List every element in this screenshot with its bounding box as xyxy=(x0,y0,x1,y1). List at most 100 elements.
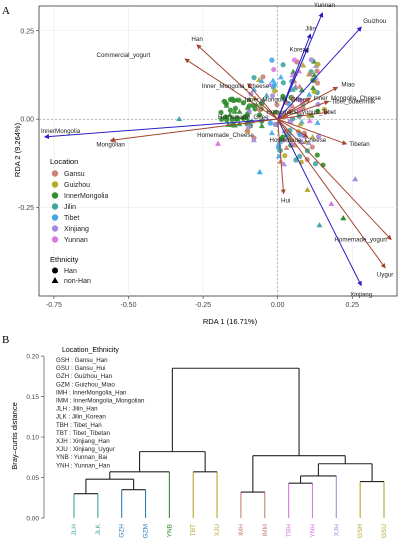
sample-point-non-han xyxy=(306,117,313,124)
y-tick-label: 0.00 xyxy=(20,117,34,124)
vector-label: Miao xyxy=(341,81,355,88)
sample-point-han xyxy=(271,66,277,73)
dendrogram-legend-entry: JLK : Jilin_Korean xyxy=(56,414,106,421)
sample-point-non-han xyxy=(277,74,284,80)
product-vector xyxy=(277,100,330,120)
sample-point-han xyxy=(244,112,251,118)
sample-point-non-han xyxy=(215,140,221,146)
sample-point-han xyxy=(297,153,303,159)
sample-point-han xyxy=(229,116,235,123)
sample-point-han xyxy=(271,82,278,88)
panel-a-y-label: RDA 2 (9.264%) xyxy=(13,122,22,177)
sample-point-non-han xyxy=(283,144,290,150)
b-y-tick-label: 0.15 xyxy=(26,394,39,401)
panel-a-legend: Location Gansu Guizhou InnerMongolia Jilin T… xyxy=(50,157,108,285)
sample-point-non-han xyxy=(176,115,183,122)
dendrogram-legend-entry: IMH : InnerMongolia_Han xyxy=(56,389,127,396)
dendrogram-leaf-label: TBH xyxy=(286,524,293,537)
sample-point-han xyxy=(309,144,315,150)
location-legend-title: Location xyxy=(50,157,78,166)
vector-label: Homemade_yogurt xyxy=(334,236,387,243)
product-vector xyxy=(277,97,312,120)
product-vector xyxy=(247,83,279,120)
sample-point-han xyxy=(291,57,298,63)
product-vector xyxy=(277,118,392,241)
vector-label: Homemade_Cheese xyxy=(270,137,327,144)
sample-point-non-han xyxy=(306,71,313,77)
dendrogram-legend-entry: YNH : Yunnan_Han xyxy=(56,462,110,469)
panel-b-dendrogram xyxy=(73,367,385,518)
dendrogram-legend-entry: XJU : Xinjiang_Uygur xyxy=(56,446,115,453)
sample-point-han xyxy=(218,116,225,122)
legend-label: Yunnan xyxy=(64,237,88,244)
sample-point-non-han xyxy=(276,138,283,144)
panel-a-plot-area xyxy=(38,5,398,297)
ethnicity-vector xyxy=(277,26,362,120)
dendrogram-legend-entry: YNB : Yunnan_Bai xyxy=(56,454,107,461)
sample-point-non-han xyxy=(263,92,270,98)
sample-point-han xyxy=(267,120,273,126)
panel-a-letter: A xyxy=(2,5,10,17)
legend-shape-triangle xyxy=(51,277,59,283)
sample-point-han xyxy=(315,108,321,114)
legend-swatch xyxy=(51,203,59,210)
sample-point-non-han xyxy=(222,114,229,120)
dendrogram-legend-entry: TBT : Tibet_Tibetan xyxy=(56,430,111,437)
vector-label: Inner_Mongolia_Cheese xyxy=(313,95,381,102)
sample-point-han xyxy=(229,96,235,102)
sample-point-han xyxy=(272,109,279,115)
sample-point-han xyxy=(314,152,320,158)
dendrogram-leaf-label: XJH xyxy=(333,524,340,537)
sample-point-han xyxy=(280,93,286,99)
vector-label: Uygur xyxy=(377,272,394,279)
b-y-tick-label: 0.00 xyxy=(26,516,39,523)
sample-point-non-han xyxy=(352,176,359,182)
legend-swatch xyxy=(51,214,59,221)
sample-point-non-han xyxy=(268,129,275,136)
panel-a-x-label: RDA 1 (16.71%) xyxy=(203,317,258,326)
sample-point-non-han xyxy=(328,200,335,207)
vector-label: Homemade_Ghee xyxy=(218,114,269,121)
ethnicity-vector xyxy=(277,47,309,120)
sample-point-non-han xyxy=(305,139,312,145)
sample-point-non-han xyxy=(236,120,243,127)
sample-point-non-han xyxy=(297,120,304,127)
x-tick-label: -0.75 xyxy=(46,302,62,309)
product-vector xyxy=(109,118,278,143)
sample-point-non-han xyxy=(316,222,323,228)
vector-label: Inner_Mongolia_Ghee xyxy=(245,96,307,103)
sample-point-non-han xyxy=(314,119,321,125)
vector-label: Tibet_buttermilk xyxy=(331,98,376,105)
sample-point-han xyxy=(246,124,252,130)
panel-b-leaf-labels: JLH JLK GZH GZM YNB TBT XJU IMH IMM TBH YNH XJH GSH G… xyxy=(71,523,388,538)
dendrogram-legend-entry: TBH : Tibet_Han xyxy=(56,422,102,429)
legend-shape-circle xyxy=(52,267,58,274)
panel-b-axis: 0.00 0.05 0.10 0.15 0.20 xyxy=(26,354,45,523)
dendrogram-leaf-label: GZH xyxy=(119,524,126,538)
sample-point-han xyxy=(233,116,239,122)
dendrogram-legend-entry: JLH : Jilin_Han xyxy=(56,406,98,413)
product-vector xyxy=(277,110,330,120)
vector-label: Hui xyxy=(281,197,290,204)
x-tick-label: 0.25 xyxy=(345,302,359,309)
sample-point-non-han xyxy=(289,94,296,100)
legend-label: Tibet xyxy=(64,215,79,222)
vector-label: Xinjiang xyxy=(350,291,373,298)
sample-point-non-han xyxy=(299,138,306,144)
legend-label: Jilin xyxy=(64,204,76,211)
sample-point-non-han xyxy=(310,84,317,91)
dendrogram-leaf-label: JLH xyxy=(71,524,78,536)
panel-b-letter: B xyxy=(2,334,9,346)
legend-swatch xyxy=(51,225,59,232)
dendrogram-leaf-label: YNB xyxy=(166,524,173,537)
vector-label: Jilin xyxy=(305,25,316,32)
vector-label: Yunnan xyxy=(314,2,336,9)
sample-point-han xyxy=(269,57,275,63)
sample-point-non-han xyxy=(251,86,258,92)
sample-point-han xyxy=(315,61,321,67)
b-y-tick-label: 0.10 xyxy=(26,435,39,442)
legend-swatch xyxy=(51,236,59,243)
sample-point-non-han xyxy=(306,91,313,97)
sample-point-non-han xyxy=(340,214,347,221)
